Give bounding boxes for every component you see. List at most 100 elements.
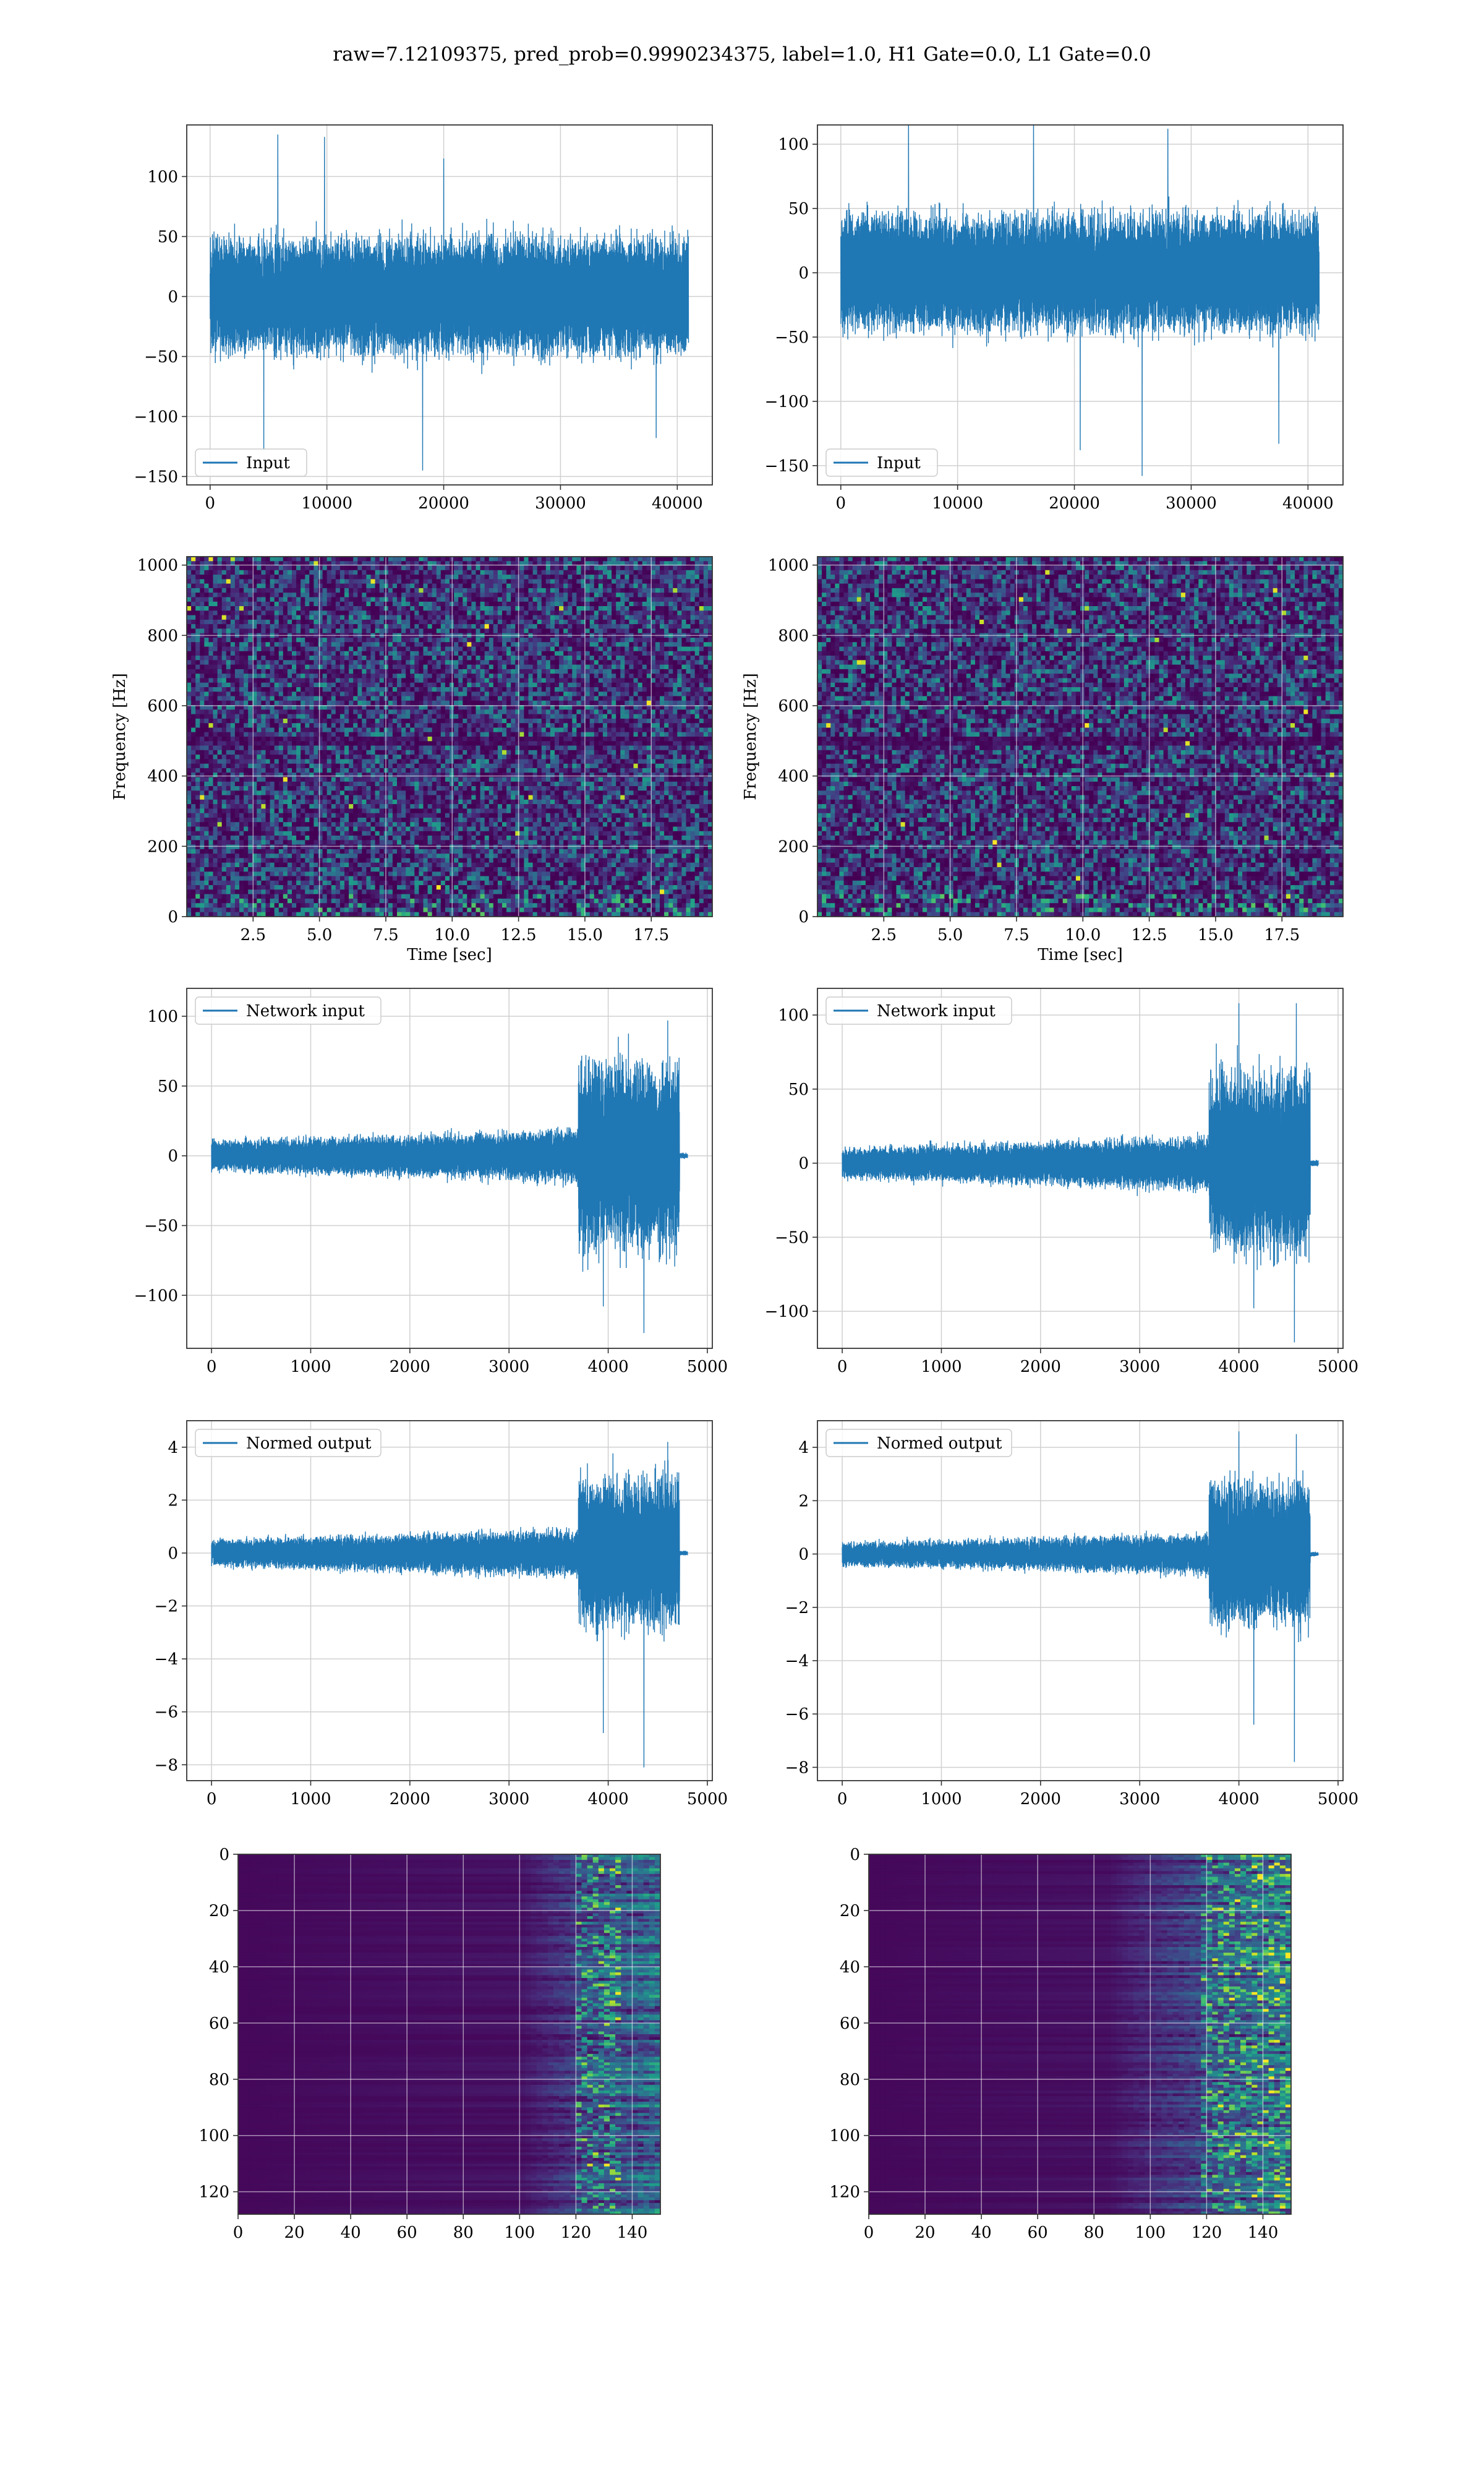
spectrogram-cell — [305, 903, 310, 909]
spectrogram-cell — [353, 822, 358, 828]
spectrogram-cell — [388, 849, 393, 854]
spectrogram-cell — [296, 588, 301, 593]
spectrogram-cell — [274, 557, 279, 562]
spectrogram-cell — [349, 795, 354, 800]
spectrogram-cell — [287, 818, 292, 823]
spectrogram-cell — [261, 912, 267, 917]
spectrogram-cell — [432, 813, 437, 818]
spectrogram-cell — [335, 763, 341, 769]
spectrogram-cell — [213, 691, 218, 697]
spectrogram-cell — [406, 790, 411, 796]
spectrogram-cell — [204, 691, 209, 697]
spectrogram-cell — [248, 624, 253, 629]
spectrogram-cell — [309, 570, 314, 575]
spectrogram-cell — [313, 705, 319, 710]
spectrogram-cell — [362, 705, 367, 710]
spectrogram-cell — [274, 646, 279, 652]
spectrogram-cell — [195, 660, 200, 666]
spectrogram-cell — [375, 565, 380, 571]
spectrogram-cell — [353, 624, 358, 629]
spectrogram-cell — [335, 570, 341, 575]
spectrogram-cell — [278, 678, 284, 683]
spectrogram-cell — [339, 610, 345, 616]
spectrogram-cell — [261, 700, 267, 706]
spectrogram-cell — [195, 773, 200, 778]
spectrogram-cell — [296, 597, 301, 602]
spectrogram-cell — [287, 755, 292, 760]
spectrogram-cell — [313, 912, 319, 917]
spectrogram-cell — [440, 565, 446, 571]
spectrogram-cell — [191, 768, 196, 773]
spectrogram-cell — [388, 808, 393, 814]
spectrogram-cell — [322, 660, 328, 666]
spectrogram-cell — [401, 601, 406, 607]
spectrogram-cell — [432, 619, 437, 625]
spectrogram-cell — [296, 876, 301, 881]
spectrogram-cell — [406, 700, 411, 706]
spectrogram-cell — [265, 745, 271, 751]
spectrogram-cell — [375, 818, 380, 823]
spectrogram-cell — [213, 741, 218, 747]
spectrogram-cell — [283, 790, 288, 796]
spectrogram-cell — [239, 836, 244, 841]
spectrogram-cell — [349, 737, 354, 742]
spectrogram-cell — [305, 862, 310, 868]
spectrogram-cell — [318, 674, 323, 679]
spectrogram-cell — [230, 615, 236, 620]
spectrogram-cell — [366, 867, 372, 872]
spectrogram-cell — [244, 907, 249, 913]
spectrogram-cell — [322, 610, 328, 616]
spectrogram-cell — [278, 709, 284, 715]
spectrogram-cell — [335, 687, 341, 692]
spectrogram-cell — [406, 628, 411, 634]
spectrogram-cell — [305, 682, 310, 688]
spectrogram-cell — [427, 557, 433, 562]
spectrogram-cell — [292, 822, 297, 828]
spectrogram-cell — [379, 790, 385, 796]
spectrogram-cell — [445, 705, 450, 710]
spectrogram-cell — [366, 849, 372, 854]
spectrogram-cell — [305, 624, 310, 629]
spectrogram-cell — [419, 597, 424, 602]
spectrogram-cell — [357, 570, 362, 575]
spectrogram-cell — [432, 836, 437, 841]
spectrogram-cell — [244, 557, 249, 562]
spectrogram-cell — [204, 759, 209, 764]
spectrogram-cell — [296, 570, 301, 575]
spectrogram-cell — [406, 836, 411, 841]
spectrogram-cell — [296, 601, 301, 607]
spectrogram-cell — [195, 907, 200, 913]
spectrogram-cell — [388, 651, 393, 656]
spectrogram-cell — [419, 907, 424, 913]
spectrogram-cell — [309, 642, 314, 648]
spectrogram-cell — [230, 619, 236, 625]
spectrogram-cell — [353, 718, 358, 724]
spectrogram-cell — [436, 862, 441, 868]
spectrogram-cell — [388, 597, 393, 602]
spectrogram-cell — [339, 903, 345, 909]
spectrogram-cell — [406, 714, 411, 719]
spectrogram-cell — [427, 898, 433, 904]
spectrogram-cell — [313, 813, 319, 818]
spectrogram-cell — [287, 799, 292, 805]
spectrogram-cell — [388, 854, 393, 859]
spectrogram-cell — [221, 737, 227, 742]
spectrogram-cell — [195, 750, 200, 755]
y-tick-label: −100 — [765, 393, 809, 411]
spectrogram-cell — [252, 646, 257, 652]
spectrogram-cell — [410, 709, 415, 715]
spectrogram-cell — [445, 907, 450, 913]
spectrogram-cell — [427, 705, 433, 710]
spectrogram-cell — [200, 651, 205, 656]
spectrogram-cell — [410, 836, 415, 841]
spectrogram-cell — [305, 570, 310, 575]
spectrogram-cell — [392, 565, 398, 571]
spectrogram-cell — [339, 790, 345, 796]
spectrogram-cell — [401, 831, 406, 836]
spectrogram-cell — [217, 741, 223, 747]
spectrogram-cell — [234, 660, 240, 666]
spectrogram-cell — [274, 638, 279, 643]
spectrogram-cell — [230, 907, 236, 913]
spectrogram-cell — [261, 795, 267, 800]
spectrogram-cell — [339, 561, 345, 567]
